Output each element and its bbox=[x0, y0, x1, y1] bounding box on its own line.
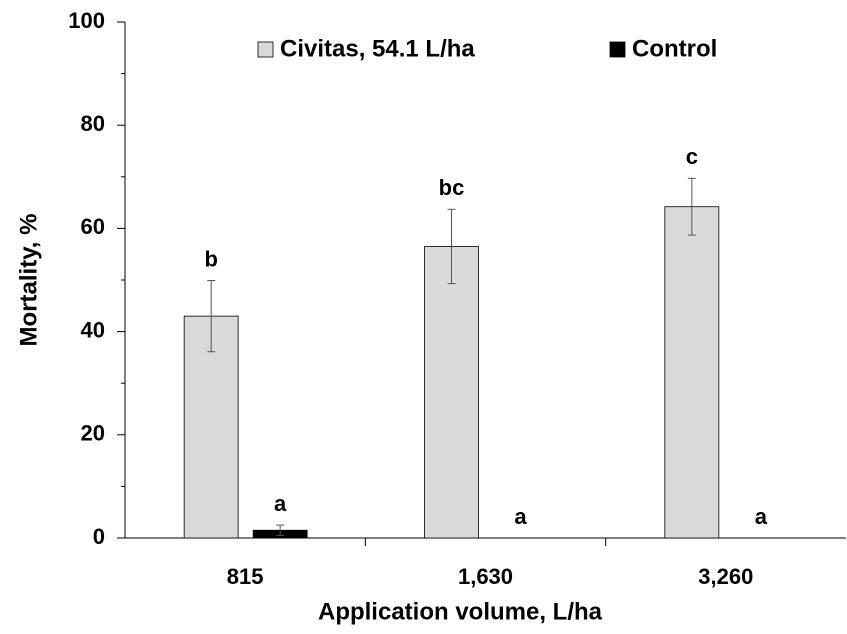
x-tick-label: 3,260 bbox=[698, 564, 753, 589]
significance-letter: a bbox=[755, 504, 768, 529]
significance-letter: a bbox=[514, 504, 527, 529]
error-bar bbox=[447, 208, 456, 285]
y-tick-label: 80 bbox=[81, 111, 105, 136]
bar bbox=[183, 315, 239, 539]
significance-letter: b bbox=[204, 246, 217, 271]
legend-swatch bbox=[609, 41, 626, 58]
y-tick-label: 0 bbox=[93, 524, 105, 549]
y-tick-label: 100 bbox=[68, 8, 105, 33]
error-bar bbox=[207, 280, 216, 353]
y-tick-label: 40 bbox=[81, 317, 105, 342]
significance-letter: bc bbox=[439, 175, 465, 200]
x-tick-label: 1,630 bbox=[458, 564, 513, 589]
significance-letter: c bbox=[686, 144, 698, 169]
y-axis-label: Mortality, % bbox=[15, 214, 42, 347]
error-bar bbox=[687, 177, 696, 236]
legend-label: Control bbox=[632, 35, 717, 62]
significance-letter: a bbox=[274, 491, 287, 516]
bar bbox=[424, 246, 479, 539]
y-tick-label: 60 bbox=[81, 214, 105, 239]
legend-label: Civitas, 54.1 L/ha bbox=[280, 35, 475, 62]
bar bbox=[664, 206, 720, 539]
legend-swatch bbox=[257, 41, 274, 58]
x-axis-label: Application volume, L/ha bbox=[318, 598, 603, 625]
error-bar bbox=[276, 524, 285, 536]
y-tick-label: 20 bbox=[81, 421, 105, 446]
x-tick-label: 815 bbox=[227, 564, 264, 589]
